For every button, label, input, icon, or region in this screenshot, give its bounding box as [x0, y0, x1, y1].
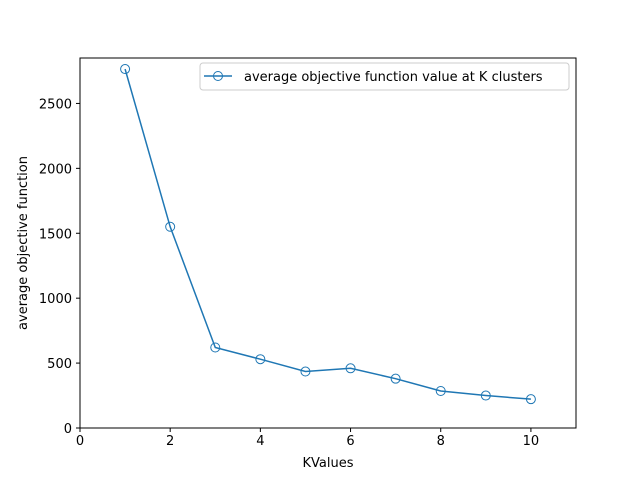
- x-tick-label: 2: [166, 434, 174, 449]
- data-point: [435, 386, 446, 396]
- legend-marker-sample: [213, 71, 223, 81]
- x-tick-label: 6: [346, 434, 354, 449]
- y-tick-label: 1500: [39, 227, 72, 242]
- data-point: [345, 363, 356, 374]
- y-tick-label: 0: [64, 422, 72, 437]
- data-point: [525, 394, 536, 405]
- plot-frame: [79, 57, 577, 429]
- data-point: [120, 64, 131, 75]
- data-point: [255, 354, 266, 365]
- x-axis-label: KValues: [303, 456, 354, 471]
- data-point: [165, 221, 176, 232]
- data-point: [480, 390, 491, 401]
- y-axis-label: average objective function: [16, 156, 31, 330]
- y-tick-label: 1000: [39, 292, 72, 307]
- data-point: [300, 366, 311, 377]
- x-axis-ticks: 0 2 4 6 8 10: [76, 428, 539, 449]
- x-tick-label: 4: [256, 434, 264, 449]
- data-point: [390, 373, 401, 384]
- x-tick-label: 8: [437, 434, 445, 449]
- y-tick-label: 500: [47, 357, 72, 372]
- y-tick-label: 2500: [39, 97, 72, 112]
- y-tick-label: 2000: [39, 162, 72, 177]
- x-tick-label: 10: [523, 434, 540, 449]
- data-point: [210, 342, 221, 353]
- y-axis-ticks: 0 500 1000 1500 2000 2500: [39, 97, 80, 437]
- x-tick-label: 0: [76, 434, 84, 449]
- series-line: [124, 68, 531, 400]
- legend-box: [199, 62, 570, 91]
- legend: average objective function value at K cl…: [199, 62, 570, 91]
- plot-series: [120, 64, 536, 405]
- legend-label: average objective function value at K cl…: [244, 70, 543, 85]
